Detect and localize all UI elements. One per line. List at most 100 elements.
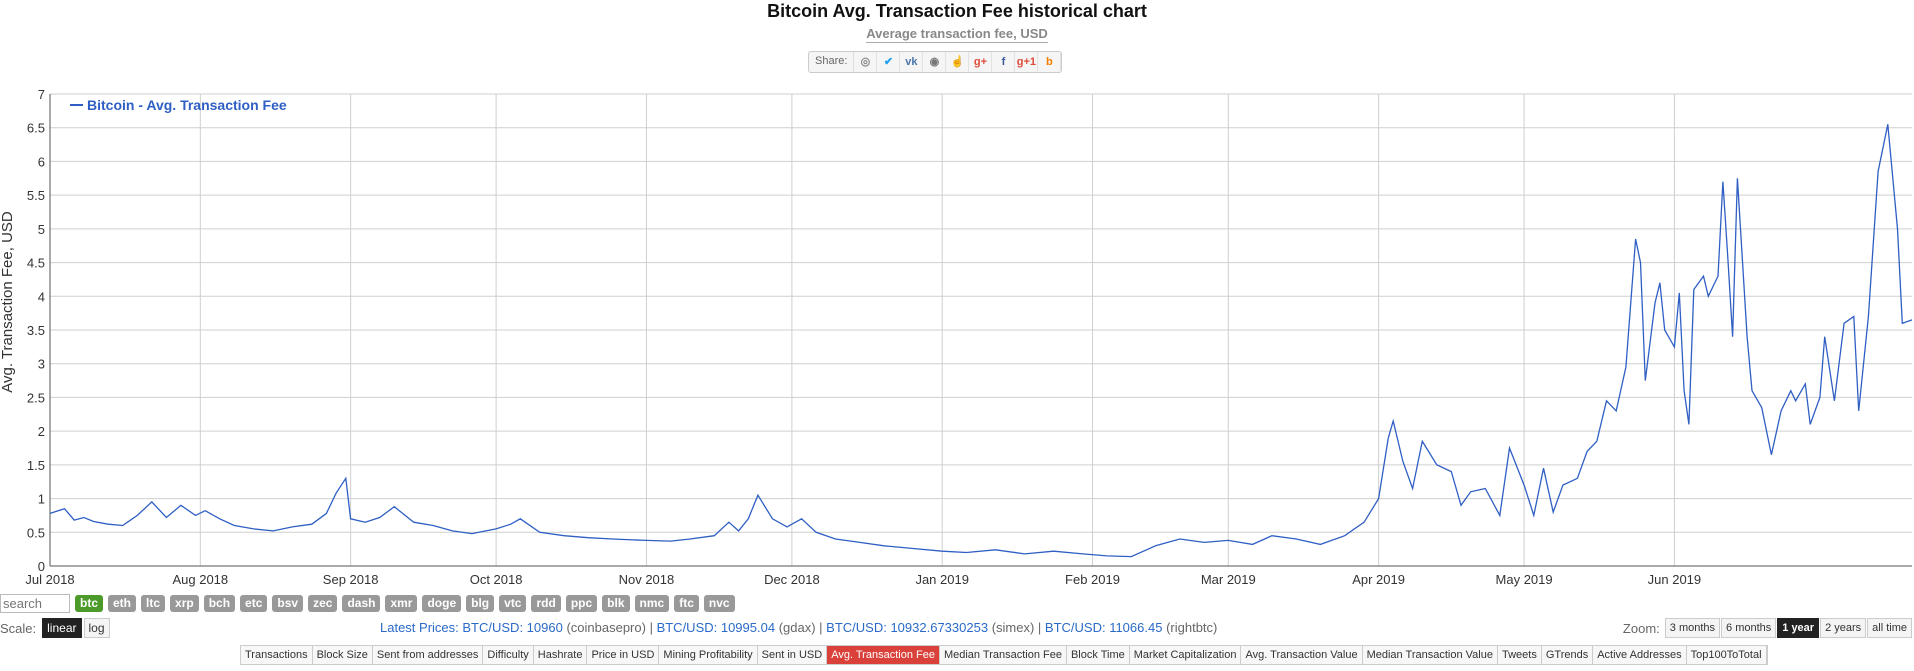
weibo-icon[interactable]: ◉ [923,52,947,72]
scale-options: linear log [40,618,110,638]
x-tick-label: Apr 2019 [1352,572,1405,587]
chart-subtitle: Average transaction fee, USD [0,26,1914,43]
price-source: (rightbtc) [1166,620,1218,635]
tab-hashrate[interactable]: Hashrate [533,646,588,664]
twitter-icon[interactable]: ✔ [877,52,901,72]
y-tick-label: 6.5 [27,121,45,136]
y-tick-label: 3.5 [27,323,45,338]
coin-chip-dash[interactable]: dash [342,594,381,612]
tab-transactions[interactable]: Transactions [241,646,313,664]
tab-sent-in-usd[interactable]: Sent in USD [757,646,828,664]
vk-icon[interactable]: vk [900,52,924,72]
coin-chip-blk[interactable]: blk [602,594,630,612]
tab-avg-transaction-fee[interactable]: Avg. Transaction Fee [827,646,940,664]
y-tick-label: 1.5 [27,458,45,473]
price-source: (simex) [991,620,1035,635]
scale-option-linear[interactable]: linear [42,618,82,638]
tab-market-capitalization[interactable]: Market Capitalization [1129,646,1242,664]
y-tick-label: 5 [38,222,45,237]
y-tick-label: 1 [38,492,45,507]
price-source: (gdax) [778,620,816,635]
scale-label: Scale: [0,620,37,636]
x-tick-label: Aug 2018 [172,572,228,587]
coin-chip-nmc[interactable]: nmc [634,594,670,612]
coin-filter-bar: btcethltcxrpbchetcbsvzecdashxmrdogeblgvt… [0,593,740,613]
price-pair[interactable]: BTC/USD: 10932.67330253 [826,620,989,635]
y-tick-label: 7 [38,88,45,102]
y-tick-label: 5.5 [27,188,45,203]
coin-chip-zec[interactable]: zec [308,594,338,612]
price-separator: | [815,620,827,635]
tab-tweets[interactable]: Tweets [1497,646,1542,664]
x-tick-label: Mar 2019 [1201,572,1256,587]
price-pair[interactable]: BTC/USD: 10995.04 [656,620,776,635]
coin-chip-rdd[interactable]: rdd [531,594,561,612]
tab-top100tototal[interactable]: Top100ToTotal [1686,646,1767,664]
coin-chip-xmr[interactable]: xmr [385,594,418,612]
x-tick-label: May 2019 [1496,572,1553,587]
legend-label[interactable]: Bitcoin - Avg. Transaction Fee [87,97,287,113]
tab-price-in-usd[interactable]: Price in USD [587,646,660,664]
y-tick-label: 0 [38,559,45,574]
zoom-option-1-year[interactable]: 1 year [1777,618,1820,638]
zoom-options: 3 months 6 months 1 year 2 years all time [1664,618,1912,638]
coin-chip-ftc[interactable]: ftc [674,594,699,612]
share-icons: ◎ ✔ vk ◉ ☝ g+ f g+1 b [854,52,1062,72]
zoom-option-all-time[interactable]: all time [1867,618,1912,638]
tab-median-transaction-fee[interactable]: Median Transaction Fee [939,646,1067,664]
x-tick-label: Dec 2018 [764,572,820,587]
tab-block-size[interactable]: Block Size [312,646,373,664]
share-label: Share: [809,52,855,72]
y-axis-label: Avg. Transaction Fee, USD [0,211,16,393]
like-icon[interactable]: ☝ [946,52,970,72]
y-tick-label: 4.5 [27,256,45,271]
zoom-option-3-months[interactable]: 3 months [1664,618,1721,638]
tab-gtrends[interactable]: GTrends [1541,646,1594,664]
coin-chip-etc[interactable]: etc [240,594,268,612]
tab-sent-from-addresses[interactable]: Sent from addresses [372,646,484,664]
x-tick-label: Feb 2019 [1065,572,1120,587]
blogger-icon[interactable]: b [1038,52,1062,72]
coin-chip-ltc[interactable]: ltc [141,594,166,612]
tab-block-time[interactable]: Block Time [1066,646,1130,664]
tab-median-transaction-value[interactable]: Median Transaction Value [1362,646,1498,664]
google-plus-one-icon[interactable]: g+1 [1015,52,1039,72]
price-pair[interactable]: BTC/USD: 10960 [462,620,563,635]
zoom-option-2-years[interactable]: 2 years [1820,618,1867,638]
tab-avg-transaction-value[interactable]: Avg. Transaction Value [1241,646,1363,664]
x-tick-label: Jun 2019 [1648,572,1702,587]
y-tick-label: 3 [38,357,45,372]
prices-label: Latest Prices: [380,620,459,635]
coin-chip-blg[interactable]: blg [466,594,495,612]
y-tick-label: 0.5 [27,525,45,540]
coin-chip-nvc[interactable]: nvc [703,594,735,612]
coin-chip-bsv[interactable]: bsv [272,594,304,612]
y-tick-label: 2.5 [27,390,45,405]
price-source: (coinbasepro) [566,620,646,635]
y-tick-label: 2 [38,424,45,439]
tab-difficulty[interactable]: Difficulty [483,646,534,664]
search-input[interactable] [0,593,70,613]
coin-chip-btc[interactable]: btc [75,594,103,612]
price-pair[interactable]: BTC/USD: 11066.45 [1044,620,1163,635]
tab-active-addresses[interactable]: Active Addresses [1593,646,1687,664]
coin-chip-eth[interactable]: eth [108,594,136,612]
coin-chip-bch[interactable]: bch [203,594,236,612]
zoom-control: Zoom: 3 months 6 months 1 year 2 years all t… [1623,618,1912,638]
facebook-icon[interactable]: f [992,52,1016,72]
coin-chip-ppc[interactable]: ppc [565,594,598,612]
zoom-option-6-months[interactable]: 6 months [1721,618,1777,638]
reddit-icon[interactable]: ◎ [854,52,878,72]
y-tick-label: 6 [38,154,45,169]
subtitle-text: Average transaction fee, USD [866,26,1048,43]
x-tick-label: Sep 2018 [323,572,379,587]
price-separator: | [1034,620,1045,635]
latest-prices: Latest Prices: BTC/USD: 10960 (coinbasep… [380,620,1217,635]
coin-chip-vtc[interactable]: vtc [499,594,527,612]
scale-option-log[interactable]: log [83,618,110,638]
coin-chip-doge[interactable]: doge [422,594,462,612]
x-tick-label: Nov 2018 [619,572,675,587]
google-plus-icon[interactable]: g+ [969,52,993,72]
tab-mining-profitability[interactable]: Mining Profitability [659,646,758,664]
coin-chip-xrp[interactable]: xrp [170,594,199,612]
